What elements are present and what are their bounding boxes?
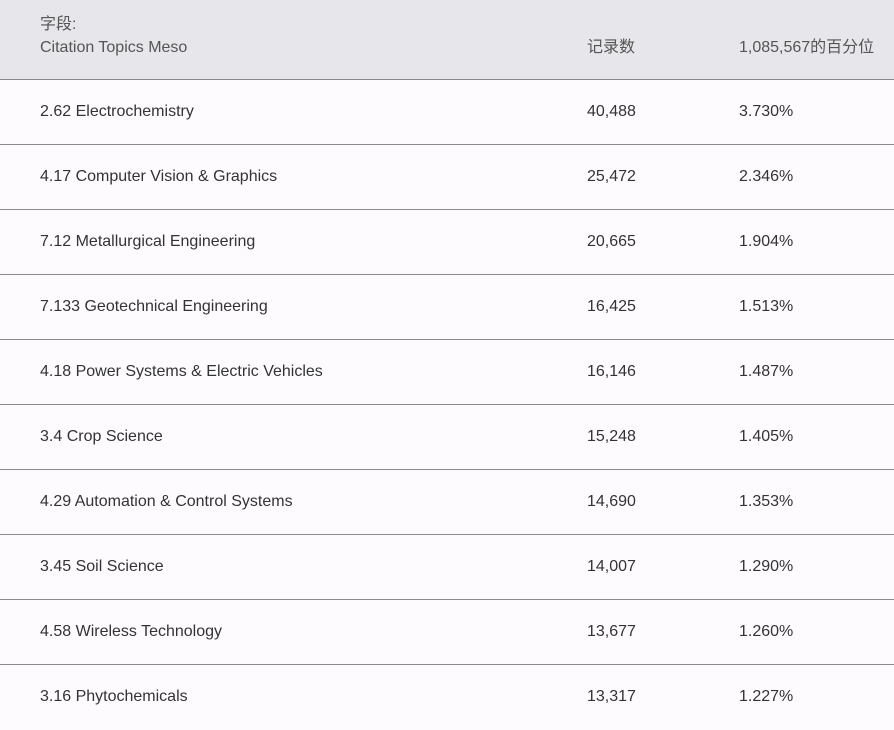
- table-row[interactable]: 4.18 Power Systems & Electric Vehicles 1…: [0, 340, 894, 405]
- field-cell: 7.12 Metallurgical Engineering: [40, 233, 256, 250]
- percent-cell: 1.513%: [739, 298, 794, 315]
- percent-cell: 1.353%: [739, 493, 794, 510]
- field-column-label: 字段:: [40, 16, 77, 33]
- field-cell: 4.18 Power Systems & Electric Vehicles: [40, 363, 323, 380]
- field-cell: 4.58 Wireless Technology: [40, 623, 223, 640]
- percent-column-header[interactable]: 1,085,567的百分位: [739, 39, 875, 56]
- field-cell: 3.4 Crop Science: [40, 428, 163, 445]
- field-cell: 4.29 Automation & Control Systems: [40, 493, 293, 510]
- percent-cell: 1.487%: [739, 363, 794, 380]
- field-cell: 7.133 Geotechnical Engineering: [40, 298, 268, 315]
- table-row[interactable]: 2.62 Electrochemistry 40,488 3.730%: [0, 80, 894, 145]
- records-cell: 15,248: [587, 428, 636, 445]
- table-row[interactable]: 4.58 Wireless Technology 13,677 1.260%: [0, 600, 894, 665]
- percent-cell: 1.290%: [739, 558, 794, 575]
- records-cell: 14,007: [587, 558, 636, 575]
- table-header: 字段: Citation Topics Meso 记录数 1,085,567的百…: [0, 0, 894, 80]
- records-column-header[interactable]: 记录数: [587, 39, 636, 56]
- field-cell: 3.16 Phytochemicals: [40, 688, 188, 705]
- field-column-name[interactable]: Citation Topics Meso: [40, 39, 188, 56]
- percent-cell: 1.904%: [739, 233, 794, 250]
- table-row[interactable]: 3.4 Crop Science 15,248 1.405%: [0, 405, 894, 470]
- table-row[interactable]: 7.133 Geotechnical Engineering 16,425 1.…: [0, 275, 894, 340]
- records-cell: 40,488: [587, 103, 636, 120]
- percent-cell: 1.227%: [739, 688, 794, 705]
- records-cell: 20,665: [587, 233, 636, 250]
- table-row[interactable]: 3.16 Phytochemicals 13,317 1.227%: [0, 665, 894, 730]
- percent-cell: 1.405%: [739, 428, 794, 445]
- percent-cell: 2.346%: [739, 168, 794, 185]
- table-row[interactable]: 4.17 Computer Vision & Graphics 25,472 2…: [0, 145, 894, 210]
- records-cell: 14,690: [587, 493, 636, 510]
- percent-cell: 1.260%: [739, 623, 794, 640]
- table-row[interactable]: 7.12 Metallurgical Engineering 20,665 1.…: [0, 210, 894, 275]
- table-body: 2.62 Electrochemistry 40,488 3.730% 4.17…: [0, 80, 894, 730]
- field-cell: 4.17 Computer Vision & Graphics: [40, 168, 278, 185]
- table-row[interactable]: 4.29 Automation & Control Systems 14,690…: [0, 470, 894, 535]
- table-row[interactable]: 3.45 Soil Science 14,007 1.290%: [0, 535, 894, 600]
- field-cell: 2.62 Electrochemistry: [40, 103, 194, 120]
- records-cell: 13,317: [587, 688, 636, 705]
- field-cell: 3.45 Soil Science: [40, 558, 164, 575]
- records-cell: 16,425: [587, 298, 636, 315]
- records-cell: 16,146: [587, 363, 636, 380]
- records-cell: 25,472: [587, 168, 636, 185]
- percent-cell: 3.730%: [739, 103, 794, 120]
- records-cell: 13,677: [587, 623, 636, 640]
